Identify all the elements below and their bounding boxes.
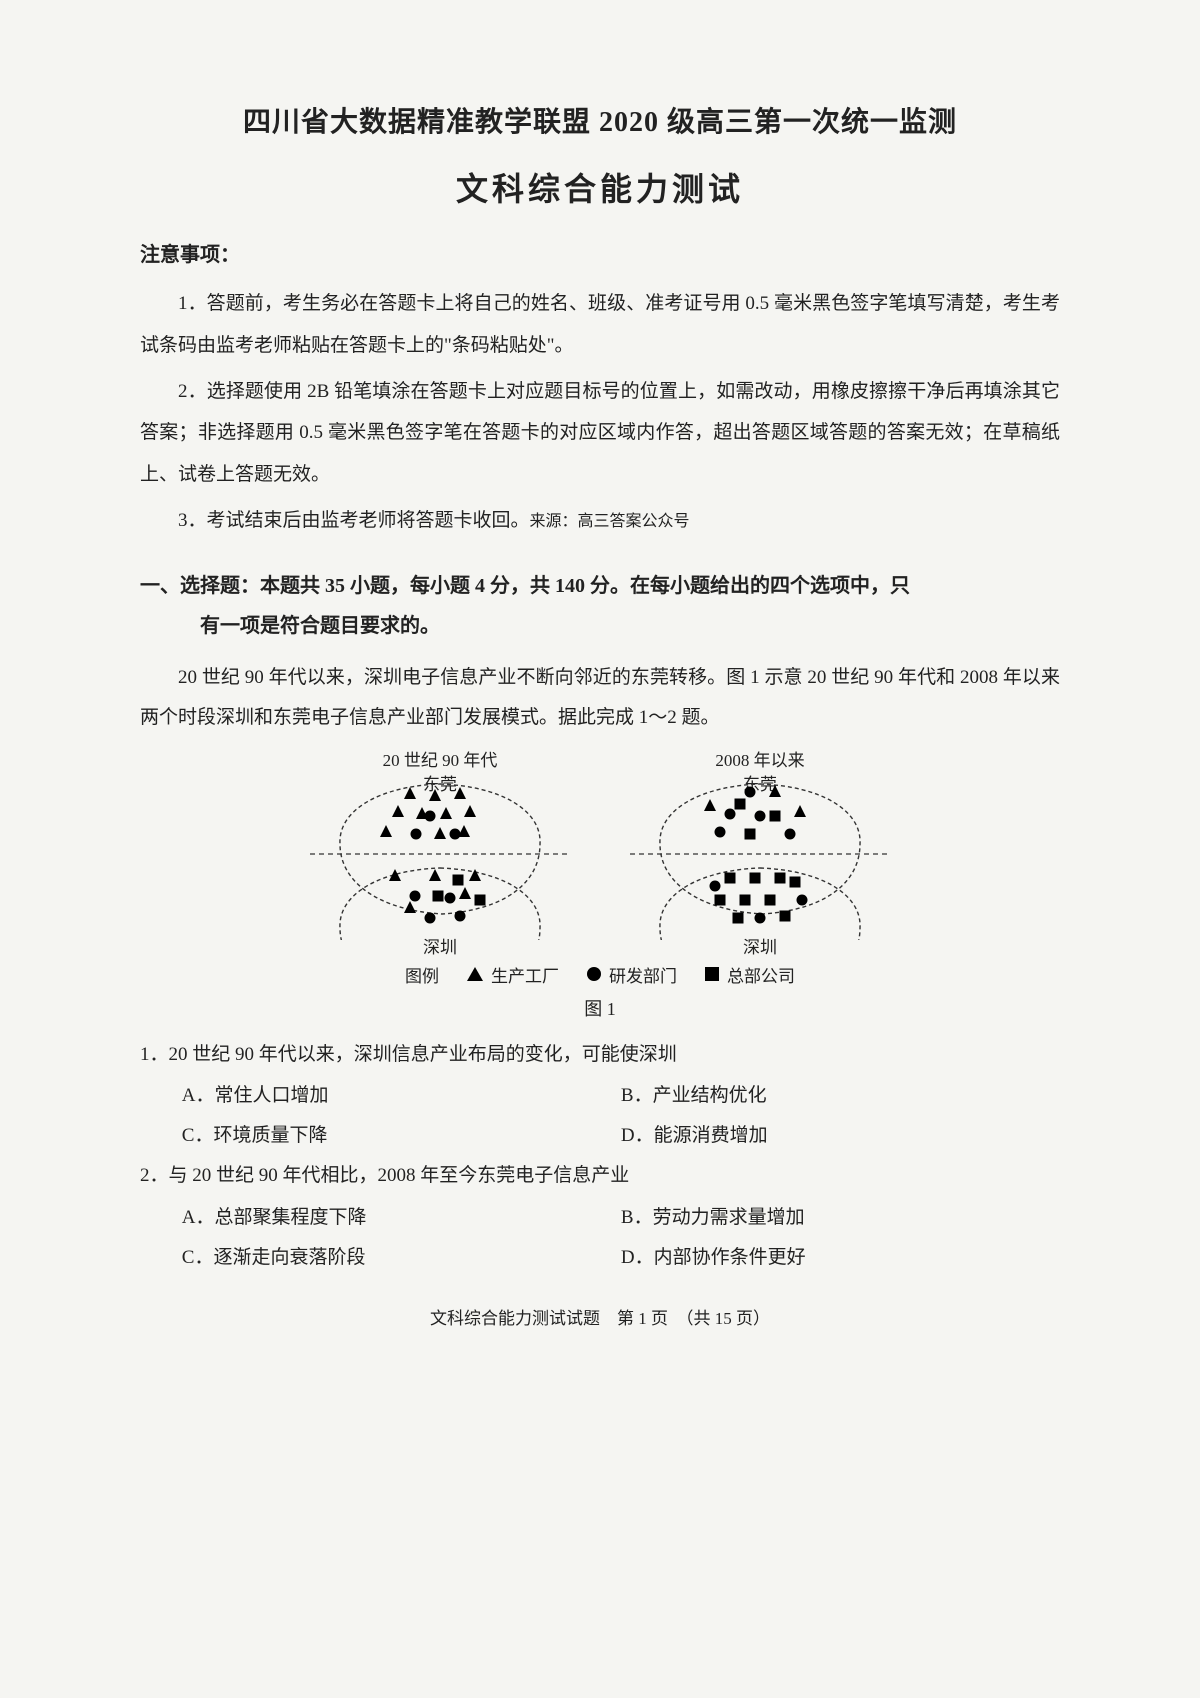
panel-title: 20 世纪 90 年代	[383, 746, 498, 771]
exam-title-main: 四川省大数据精准教学联盟 2020 级高三第一次统一监测	[140, 100, 1060, 140]
city-label-bottom: 深圳	[743, 933, 777, 958]
option-c: C．逐渐走向衰落阶段	[182, 1238, 621, 1278]
legend-text: 生产工厂	[491, 962, 559, 987]
legend-item: 生产工厂	[467, 962, 559, 987]
figure-1: 20 世纪 90 年代 东莞 深圳 2008 年以来 东莞 深圳 图例 生产工厂…	[140, 746, 1060, 1021]
page-footer: 文科综合能力测试试题 第 1 页 （共 15 页）	[140, 1304, 1060, 1329]
option-d: D．内部协作条件更好	[621, 1238, 1060, 1278]
question-options: A．总部聚集程度下降 B．劳动力需求量增加 C．逐渐走向衰落阶段 D．内部协作条…	[140, 1198, 1060, 1278]
figure-caption: 图 1	[140, 995, 1060, 1021]
option-b: B．产业结构优化	[621, 1076, 1060, 1116]
figure-panel-right: 2008 年以来 东莞 深圳	[610, 746, 910, 956]
passage-text: 20 世纪 90 年代以来，深圳电子信息产业不断向邻近的东莞转移。图 1 示意 …	[140, 658, 1060, 738]
option-c: C．环境质量下降	[182, 1116, 621, 1156]
dot-icon	[587, 967, 601, 981]
option-b: B．劳动力需求量增加	[621, 1198, 1060, 1238]
notice-text: 3．考试结束后由监考老师将答题卡收回。	[178, 510, 530, 531]
figure-panel-left: 20 世纪 90 年代 东莞 深圳	[290, 746, 590, 956]
figure-legend: 图例 生产工厂 研发部门 总部公司	[140, 962, 1060, 987]
option-a: A．总部聚集程度下降	[182, 1198, 621, 1238]
legend-label: 图例	[405, 962, 439, 987]
notice-item: 1．答题前，考生务必在答题卡上将自己的姓名、班级、准考证号用 0.5 毫米黑色签…	[140, 283, 1060, 367]
notice-header: 注意事项：	[140, 238, 1060, 267]
option-d: D．能源消费增加	[621, 1116, 1060, 1156]
legend-text: 总部公司	[727, 962, 795, 987]
option-a: A．常住人口增加	[182, 1076, 621, 1116]
notice-item: 2．选择题使用 2B 铅笔填涂在答题卡上对应题目标号的位置上，如需改动，用橡皮擦…	[140, 371, 1060, 496]
legend-item: 研发部门	[587, 962, 677, 987]
question-stem: 1．20 世纪 90 年代以来，深圳信息产业布局的变化，可能使深圳	[140, 1035, 1060, 1075]
exam-title-sub: 文科综合能力测试	[140, 164, 1060, 210]
source-note: 来源：高三答案公众号	[530, 513, 690, 530]
legend-item: 总部公司	[705, 962, 795, 987]
section-header-line2: 有一项是符合题目要求的。	[140, 606, 1060, 646]
question-stem: 2．与 20 世纪 90 年代相比，2008 年至今东莞电子信息产业	[140, 1156, 1060, 1196]
notice-item: 3．考试结束后由监考老师将答题卡收回。来源：高三答案公众号	[140, 500, 1060, 542]
question-options: A．常住人口增加 B．产业结构优化 C．环境质量下降 D．能源消费增加	[140, 1076, 1060, 1156]
section-header-line1: 一、选择题：本题共 35 小题，每小题 4 分，共 140 分。在每小题给出的四…	[140, 566, 1060, 606]
triangle-icon	[467, 967, 483, 981]
section-header: 一、选择题：本题共 35 小题，每小题 4 分，共 140 分。在每小题给出的四…	[140, 566, 1060, 646]
panel-title: 2008 年以来	[715, 746, 804, 771]
city-label-bottom: 深圳	[423, 933, 457, 958]
legend-text: 研发部门	[609, 962, 677, 987]
square-icon	[705, 967, 719, 981]
